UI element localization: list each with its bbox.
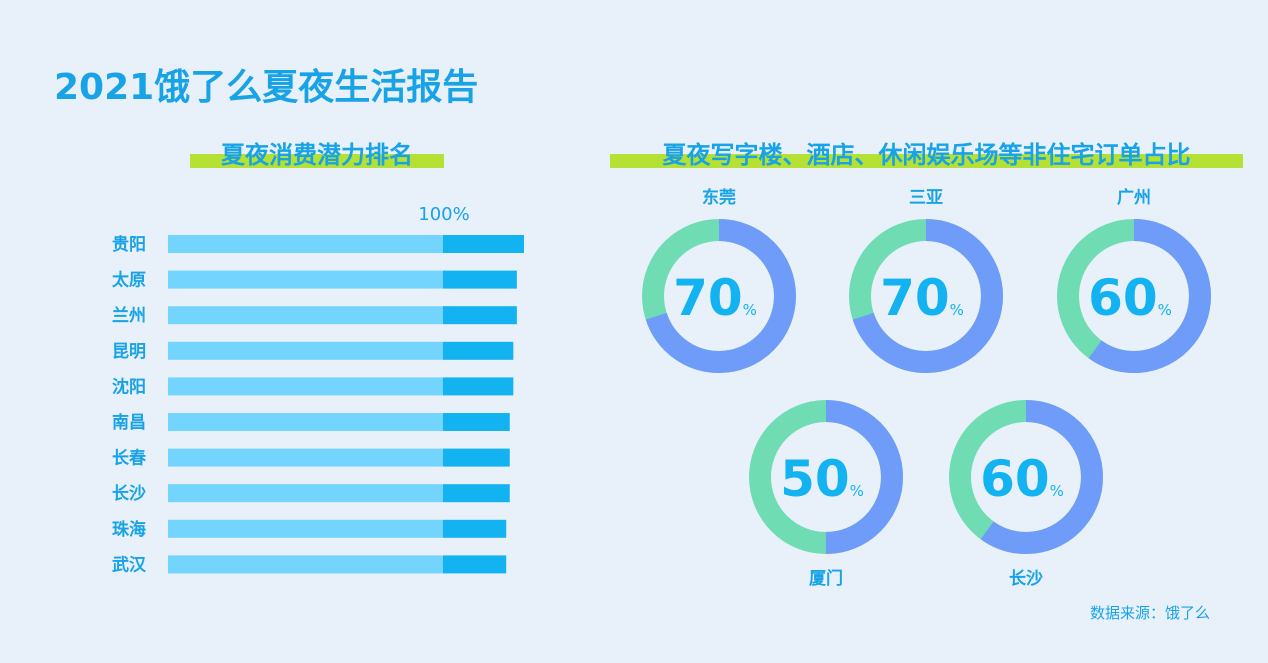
bar	[443, 270, 517, 289]
bar-base	[168, 270, 443, 289]
category-label: 南昌	[112, 412, 146, 433]
category-label: 珠海	[112, 519, 146, 540]
title-highlight-band	[610, 154, 1243, 168]
donut-value-label: 60%	[980, 450, 1064, 508]
donut-value-slice	[749, 400, 903, 554]
bar-base	[168, 519, 443, 538]
category-label: 贵阳	[112, 234, 146, 255]
bar	[443, 341, 514, 360]
category-label: 沈阳	[112, 376, 146, 397]
bar-base	[168, 341, 443, 360]
bar	[443, 413, 510, 431]
category-label: 太原	[112, 270, 146, 291]
data-source: 数据来源：饿了么	[1090, 604, 1211, 622]
bar-base	[168, 235, 443, 253]
page-title: 2021饿了么夏夜生活报告	[54, 67, 479, 108]
donut-value-label: 60%	[1088, 269, 1172, 327]
donut-value-label: 70%	[673, 269, 757, 327]
donut-value-slice	[849, 219, 1003, 373]
donut-value-label: 50%	[780, 450, 864, 508]
city-label: 三亚	[909, 188, 943, 208]
title-highlight-band	[190, 154, 444, 168]
donut-value-slice	[949, 400, 1103, 554]
bar	[443, 555, 507, 574]
bar-base	[168, 413, 443, 431]
category-label: 长沙	[112, 483, 146, 504]
donut-chart-title-text: 夏夜写字楼、酒店、休闲娱乐场等非住宅订单占比	[662, 141, 1191, 169]
bar	[443, 484, 510, 503]
city-label: 东莞	[702, 187, 736, 208]
bar	[443, 306, 517, 325]
donut-value-label: 70%	[880, 269, 964, 327]
bar-chart-title-text: 夏夜消费潜力排名	[221, 141, 413, 169]
bar-base	[168, 555, 443, 574]
bar-base	[168, 484, 443, 503]
category-label: 昆明	[112, 342, 146, 362]
city-label: 广州	[1117, 187, 1151, 208]
bar	[443, 519, 507, 538]
bar	[443, 448, 510, 467]
city-label: 厦门	[809, 568, 843, 589]
donut-value-slice	[642, 219, 796, 373]
bar-chart-title: 夏夜消费潜力排名	[190, 140, 444, 170]
donut-value-slice	[1057, 219, 1211, 373]
category-label: 兰州	[112, 305, 146, 326]
category-label: 武汉	[112, 554, 147, 575]
donut-chart-title: 夏夜写字楼、酒店、休闲娱乐场等非住宅订单占比	[610, 140, 1243, 170]
bar	[443, 235, 524, 253]
bar-base	[168, 306, 443, 325]
category-label: 长春	[112, 448, 146, 469]
scale-label: 100%	[418, 204, 469, 225]
city-label: 长沙	[1009, 568, 1043, 589]
bar-base	[168, 377, 443, 396]
bar-base	[168, 448, 443, 467]
bar	[443, 377, 514, 396]
